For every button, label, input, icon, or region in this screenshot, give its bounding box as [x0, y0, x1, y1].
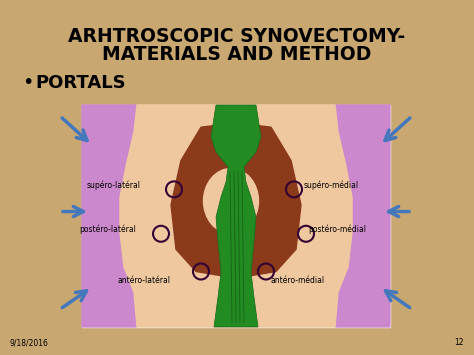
Text: PORTALS: PORTALS — [35, 74, 126, 92]
Text: antéro-médial: antéro-médial — [271, 276, 325, 285]
Text: postéro-médial: postéro-médial — [308, 225, 366, 234]
Text: ARHTROSCOPIC SYNOVECTOMY-: ARHTROSCOPIC SYNOVECTOMY- — [68, 27, 406, 47]
Text: supéro-médial: supéro-médial — [304, 180, 359, 190]
Text: antéro-latéral: antéro-latéral — [118, 276, 171, 285]
Text: 9/18/2016: 9/18/2016 — [10, 338, 49, 347]
Polygon shape — [335, 105, 390, 327]
Polygon shape — [211, 105, 261, 327]
Text: MATERIALS AND METHOD: MATERIALS AND METHOD — [102, 45, 372, 65]
Polygon shape — [82, 105, 137, 327]
Ellipse shape — [203, 169, 258, 234]
Text: postéro-latéral: postéro-latéral — [79, 225, 136, 234]
Text: 12: 12 — [455, 338, 464, 347]
Polygon shape — [171, 123, 301, 278]
Text: •: • — [22, 73, 33, 93]
Text: supéro-latéral: supéro-latéral — [87, 180, 141, 190]
Polygon shape — [120, 105, 352, 327]
FancyBboxPatch shape — [82, 105, 390, 327]
